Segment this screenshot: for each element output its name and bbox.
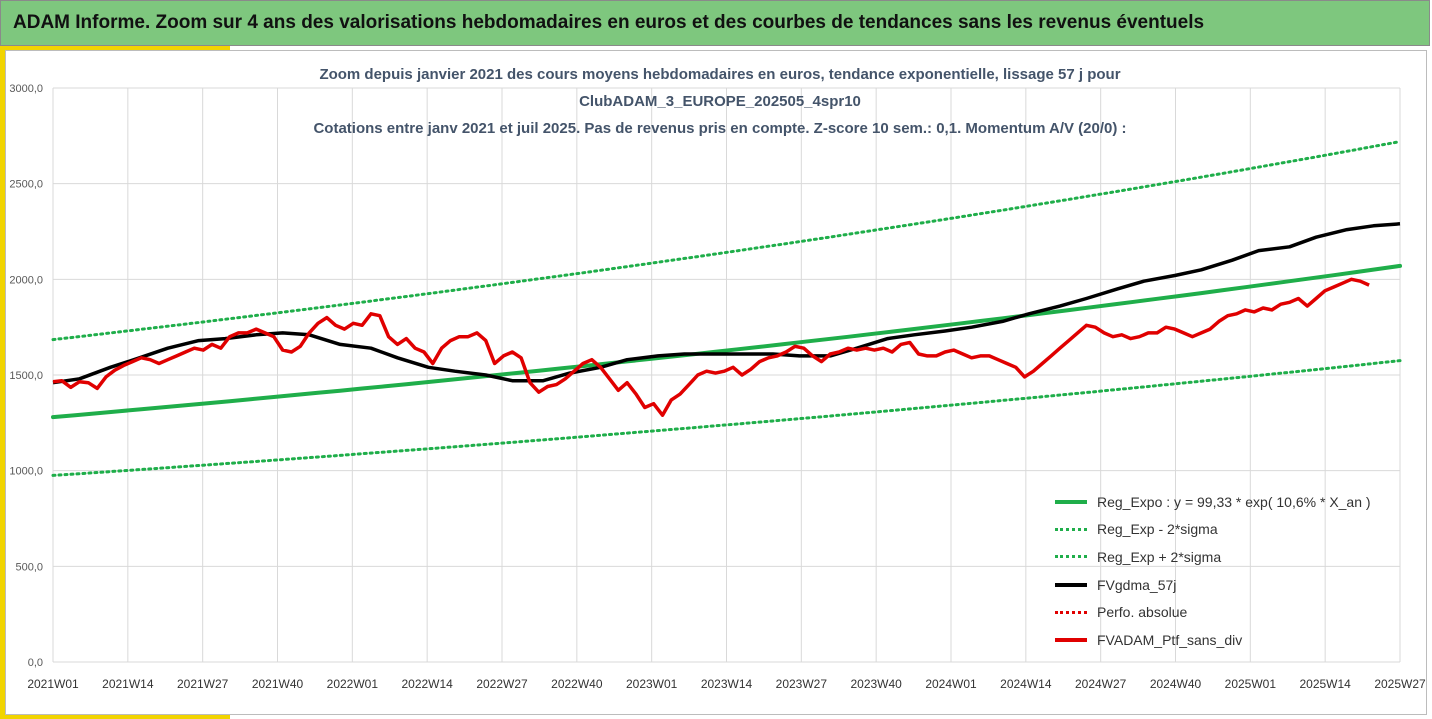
chart-title-line-3: Cotations entre janv 2021 et juil 2025. …: [313, 120, 1127, 137]
legend-item: Reg_Exp - 2*sigma: [1055, 516, 1395, 544]
legend-label: Reg_Exp - 2*sigma: [1097, 521, 1218, 538]
x-tick-label: 2023W40: [850, 677, 902, 691]
x-tick-label: 2022W01: [327, 677, 379, 691]
series-line-0: [51, 263, 1402, 420]
legend-item: FVADAM_Ptf_sans_div: [1055, 626, 1395, 654]
legend-swatch: [1055, 555, 1087, 559]
legend-label: Reg_Exp + 2*sigma: [1097, 548, 1222, 565]
accent-bar-bottom: [0, 714, 230, 719]
y-tick-label: 2000,0: [9, 274, 43, 286]
legend-swatch: [1055, 582, 1087, 587]
y-tick-label: 2500,0: [9, 179, 43, 191]
x-tick-label: 2022W14: [401, 677, 453, 691]
x-tick-label: 2022W27: [476, 677, 528, 691]
y-tick-label: 0,0: [28, 657, 43, 669]
legend-swatch: [1055, 527, 1087, 531]
x-tick-label: 2023W01: [626, 677, 678, 691]
x-tick-label: 2024W01: [925, 677, 977, 691]
x-tick-label: 2021W27: [177, 677, 229, 691]
x-tick-label: 2025W27: [1374, 677, 1426, 691]
x-tick-label: 2023W14: [701, 677, 753, 691]
y-tick-label: 1000,0: [9, 466, 43, 478]
x-tick-label: 2025W01: [1225, 677, 1277, 691]
legend-label: FVgdma_57j: [1097, 576, 1177, 593]
chart-title-line-1: Zoom depuis janvier 2021 des cours moyen…: [319, 66, 1121, 83]
x-tick-label: 2022W40: [551, 677, 603, 691]
legend-swatch: [1055, 637, 1087, 642]
chart-title-line-2: ClubADAM_3_EUROPE_202505_4spr10: [579, 93, 861, 110]
legend-label: Perfo. absolue: [1097, 604, 1188, 621]
x-tick-label: 2024W14: [1000, 677, 1052, 691]
x-tick-label: 2021W14: [102, 677, 154, 691]
x-tick-label: 2021W40: [252, 677, 304, 691]
series-line-5: [52, 277, 1370, 417]
accent-bar-left: [0, 46, 5, 719]
chart-legend: Reg_Expo : y = 99,33 * exp( 10,6% * X_an…: [1055, 488, 1395, 654]
legend-item: Reg_Expo : y = 99,33 * exp( 10,6% * X_an…: [1055, 488, 1395, 516]
legend-item: Reg_Exp + 2*sigma: [1055, 543, 1395, 571]
y-tick-label: 500,0: [15, 561, 43, 573]
y-tick-label: 3000,0: [9, 83, 43, 95]
legend-swatch: [1055, 610, 1087, 614]
report-header: ADAM Informe. Zoom sur 4 ans des valoris…: [0, 0, 1430, 46]
x-tick-label: 2021W01: [27, 677, 79, 691]
legend-label: FVADAM_Ptf_sans_div: [1097, 631, 1243, 648]
legend-item: FVgdma_57j: [1055, 571, 1395, 599]
x-tick-label: 2024W27: [1075, 677, 1127, 691]
x-tick-label: 2023W27: [776, 677, 828, 691]
series-line-2: [51, 140, 1402, 342]
accent-bar-top: [0, 46, 230, 50]
legend-item: Perfo. absolue: [1055, 598, 1395, 626]
y-tick-label: 1500,0: [9, 370, 43, 382]
series-line-3: [52, 222, 1401, 385]
chart-frame: [5, 50, 1427, 715]
legend-label: Reg_Expo : y = 99,33 * exp( 10,6% * X_an…: [1097, 493, 1371, 510]
legend-swatch: [1055, 499, 1087, 504]
x-tick-label: 2024W40: [1150, 677, 1202, 691]
x-tick-label: 2025W14: [1299, 677, 1351, 691]
series-line-1: [51, 359, 1402, 477]
report-title: ADAM Informe. Zoom sur 4 ans des valoris…: [13, 12, 1205, 33]
